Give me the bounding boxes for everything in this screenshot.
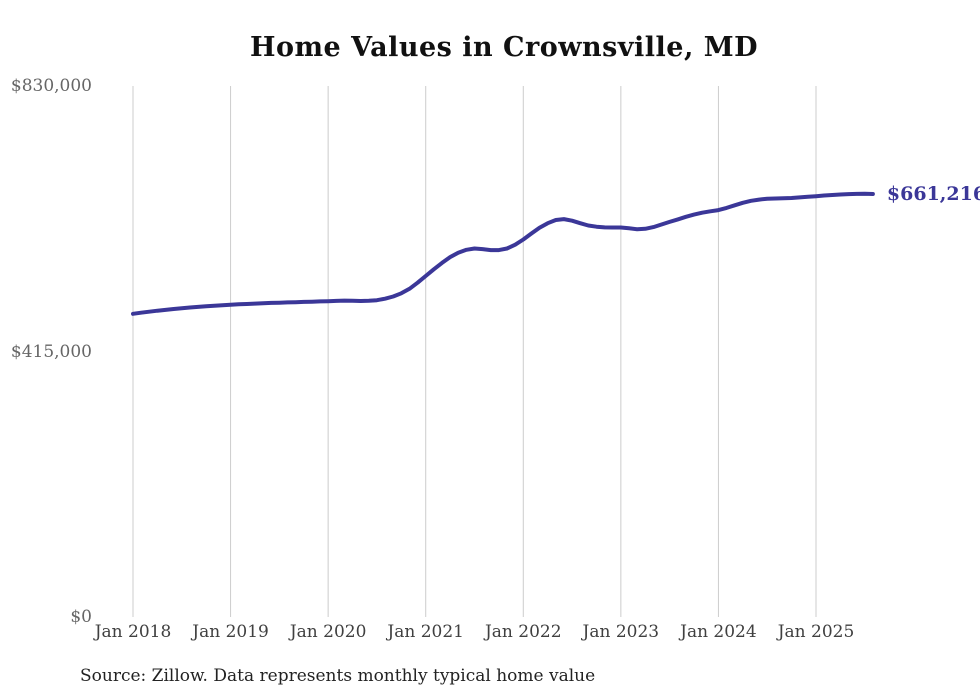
gridline-group	[132, 86, 817, 617]
series-line	[131, 191, 875, 316]
last-value-label: $661,216	[886, 182, 980, 205]
x-tick-label: Jan 2018	[94, 622, 172, 642]
y-tick-label: $415,000	[10, 341, 92, 362]
x-tick-label: Jan 2021	[387, 622, 464, 642]
x-tick-label: Jan 2019	[192, 622, 269, 642]
x-tick-label: Jan 2020	[289, 622, 367, 642]
x-tick-label: Jan 2023	[582, 622, 660, 642]
source-note: Source: Zillow. Data represents monthly …	[80, 666, 596, 686]
y-tick-label: $0	[70, 607, 92, 627]
x-tick-label: Jan 2024	[680, 622, 757, 642]
y-tick-label: $830,000	[10, 76, 92, 96]
x-tick-label: Jan 2025	[777, 622, 855, 642]
chart-title: Home Values in Crownsville, MD	[249, 32, 759, 63]
x-tick-label: Jan 2022	[484, 622, 562, 642]
